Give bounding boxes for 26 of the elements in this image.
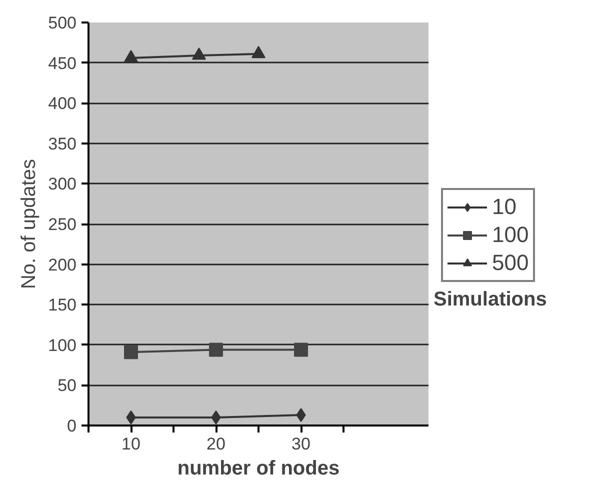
- legend-label: 10: [492, 194, 516, 220]
- x-tick-label: 20: [206, 434, 226, 454]
- y-tick-label: 50: [58, 376, 77, 396]
- point: [124, 50, 138, 62]
- legend-label: 500: [492, 250, 529, 276]
- y-tick-label: 200: [48, 255, 77, 274]
- y-axis-title: No. of updates: [18, 158, 40, 290]
- point: [124, 345, 138, 360]
- y-tick-label: 450: [48, 54, 77, 73]
- y-tick-label: 350: [48, 134, 77, 154]
- x-tick-label: 10: [122, 434, 140, 454]
- point: [252, 46, 266, 58]
- x-tick-label: 30: [292, 434, 310, 454]
- legend-title: Simulations: [434, 288, 547, 310]
- legend-label: 100: [492, 222, 529, 248]
- point: [192, 48, 206, 60]
- x-axis-title: number of nodes: [177, 458, 340, 480]
- y-tick-label: 100: [48, 336, 77, 355]
- y-tick-label: 500: [48, 14, 77, 32]
- point: [209, 342, 223, 357]
- y-tick-label: 0: [67, 416, 77, 436]
- y-tick-label: 150: [48, 296, 77, 315]
- y-tick-label: 250: [48, 215, 77, 234]
- point: [294, 342, 308, 357]
- y-tick-label: 400: [48, 94, 77, 114]
- y-tick-label: 300: [48, 174, 77, 194]
